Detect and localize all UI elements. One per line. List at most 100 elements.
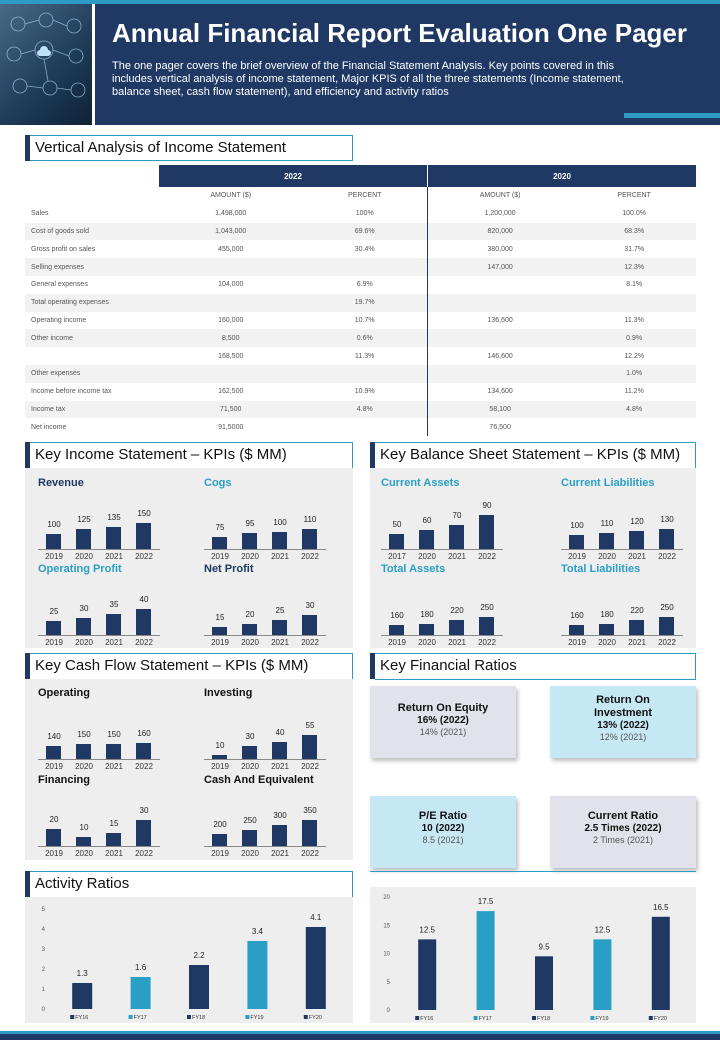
net-profit-title: Net Profit	[204, 563, 254, 575]
table-cell: 104,000	[159, 275, 303, 294]
kpi-year: 2019	[568, 552, 586, 561]
legend-label: FY20	[309, 1015, 322, 1021]
section-title: Activity Ratios	[35, 875, 130, 892]
table-cell: 30.4%	[302, 240, 428, 259]
kpi-axis	[204, 846, 326, 847]
section-ratios: Key Financial Ratios	[370, 653, 696, 679]
table-cell: 1,498,000	[159, 204, 303, 223]
data-label: 16.5	[653, 903, 669, 912]
kpi-bar	[569, 625, 584, 635]
kpi-year: 2020	[75, 762, 93, 771]
table-cell: 168,500	[159, 347, 303, 365]
kpi-bar	[479, 617, 494, 635]
legend-swatch	[128, 1015, 133, 1019]
kpi-bar	[76, 617, 91, 635]
table-cell: 11.2%	[572, 382, 696, 401]
table-row: Net income 91,5000 76,500	[25, 418, 696, 437]
y-tick-label: 10	[383, 952, 390, 958]
operating-title: Operating	[38, 687, 90, 699]
bar-fy18	[189, 965, 209, 1009]
kpi-bar	[389, 625, 404, 635]
kpi-year: 2022	[135, 849, 153, 858]
legend-swatch	[415, 1016, 420, 1020]
kpi-year: 2022	[135, 638, 153, 647]
column-header: PERCENT	[572, 187, 696, 205]
kpi-year: 2021	[628, 638, 646, 647]
kpi-bar	[629, 620, 644, 635]
activity-chart-left: 0 1 2 3 4 5 1.3 1.6 2.2 3.4 4.1 FY16 FY17 FY18 FY19 FY2…	[25, 897, 353, 1023]
bar-fy16	[72, 983, 93, 1009]
kpi-year: 2019	[211, 638, 229, 647]
kpi-year: 2019	[211, 849, 229, 858]
kpi-value: 180	[420, 609, 434, 619]
legend-swatch	[590, 1016, 595, 1020]
row-label: General expenses	[25, 275, 159, 294]
column-header: AMOUNT ($)	[426, 187, 573, 205]
table-cell: 8.1%	[572, 275, 696, 294]
kpi-bar	[242, 745, 257, 759]
table-cell: 19.7%	[302, 293, 428, 312]
kpi-value: 50	[392, 519, 402, 529]
table-cell: 1.0%	[572, 364, 696, 383]
data-label: 9.5	[538, 942, 550, 951]
table-cell: 100%	[302, 204, 428, 223]
table-cell: 76,500	[426, 418, 573, 437]
total-liabilities-title: Total Liabilities	[561, 563, 641, 575]
kpi-value: 30	[79, 603, 89, 613]
table-cell	[426, 293, 573, 312]
bar-fy19	[593, 939, 612, 1010]
kpi-bar	[302, 529, 317, 549]
kpi-bar	[599, 623, 614, 635]
kpi-bar	[212, 834, 227, 846]
kpi-year: 2020	[418, 552, 436, 561]
kpi-value: 250	[660, 603, 674, 612]
ratio-previous: 2 Times (2021)	[592, 835, 654, 845]
table-cell: 455,000	[159, 240, 303, 259]
kpi-bar	[212, 754, 227, 759]
table-cell: 0.6%	[302, 329, 428, 348]
activity-ratio-chart-2: 0 5 10 15 20 12.5 17.5 9.5 12.5 16.5 FY16 FY17 FY18 F…	[383, 895, 670, 1022]
kpi-year: 2020	[75, 552, 93, 561]
table-cell: 11.3%	[572, 311, 696, 330]
kpi-year: 2022	[301, 762, 319, 771]
kpi-bar	[272, 825, 287, 846]
kpi-year: 2020	[241, 762, 259, 771]
kpi-bar	[272, 741, 287, 759]
table-row: Operating income 160,000 10.7% 136,600 11.3%	[25, 311, 696, 330]
legend-swatch	[532, 1016, 536, 1020]
legend-label: FY19	[250, 1015, 263, 1021]
current-assets-title: Current Assets	[381, 477, 460, 489]
kpi-value: 10	[79, 823, 89, 833]
y-tick-label: 20	[383, 895, 390, 901]
table-cell: 31.7%	[572, 240, 696, 259]
kpi-bar	[76, 528, 91, 549]
kpi-axis	[38, 549, 160, 550]
kpi-bar	[46, 745, 61, 759]
kpi-year: 2020	[598, 638, 616, 647]
legend-swatch	[187, 1015, 191, 1019]
activity-ratio-chart: 0 1 2 3 4 5 1.3 1.6 2.2 3.4 4.1 FY16 FY17 FY18 FY19 FY2…	[42, 907, 326, 1021]
section-activity: Activity Ratios	[25, 871, 353, 897]
kpi-year: 2020	[241, 552, 259, 561]
legend-label: FY16	[420, 1016, 433, 1022]
header-divider	[92, 4, 95, 125]
kpi-value: 30	[139, 806, 149, 815]
legend-label: FY17	[134, 1015, 147, 1021]
ratio-card-current: Current Ratio 2.5 Times (2022) 2 Times (…	[550, 796, 696, 868]
kpi-year: 2022	[301, 638, 319, 647]
kpi-value: 25	[49, 607, 59, 617]
row-label	[25, 347, 159, 365]
kpi-year: 2022	[301, 552, 319, 561]
legend-label: FY19	[595, 1016, 608, 1022]
section-title: Key Balance Sheet Statement – KPIs ($ MM…	[380, 446, 681, 463]
kpi-year: 2021	[105, 638, 123, 647]
table-cell: 68.3%	[572, 222, 696, 241]
kpi-axis	[204, 759, 326, 760]
kpi-bar	[106, 526, 121, 549]
kpi-value: 35	[109, 599, 119, 609]
section-title: Key Cash Flow Statement – KPIs ($ MM)	[35, 657, 309, 674]
kpi-value: 150	[137, 509, 151, 518]
section-income-kpi: Key Income Statement – KPIs ($ MM)	[25, 442, 353, 468]
current-liabilities-title: Current Liabilities	[561, 477, 655, 489]
bar-fy20	[651, 916, 670, 1010]
